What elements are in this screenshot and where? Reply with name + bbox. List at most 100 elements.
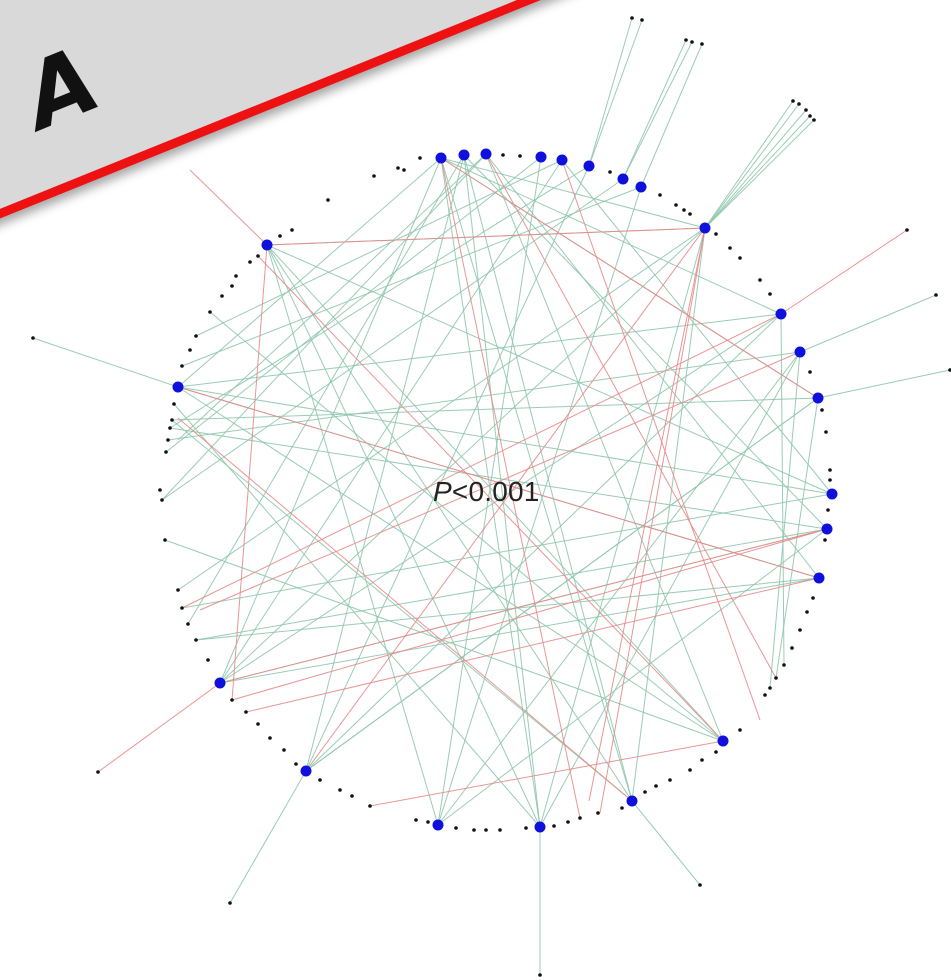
negative-edge: [440, 157, 581, 819]
positive-edge: [167, 351, 801, 441]
network-node: [654, 784, 658, 788]
positive-edge: [32, 337, 179, 388]
network-node: [538, 973, 542, 977]
hub-node: [556, 154, 568, 166]
network-node: [256, 722, 260, 726]
positive-edge: [195, 159, 563, 337]
positive-edge: [485, 153, 820, 579]
negative-edge: [305, 227, 706, 772]
negative-edge: [219, 528, 828, 684]
positive-edge: [177, 386, 833, 495]
positive-edge: [305, 154, 465, 772]
positive-edge: [177, 153, 487, 441]
positive-edge: [177, 386, 724, 742]
positive-edge: [305, 313, 782, 772]
network-node: [418, 156, 422, 160]
positive-edge: [195, 528, 828, 641]
network-node: [414, 818, 418, 822]
positive-edge: [177, 157, 442, 388]
hub-node: [172, 381, 184, 393]
positive-edge: [704, 100, 794, 229]
network-node: [194, 638, 198, 642]
network-node: [166, 438, 170, 442]
negative-edge: [561, 159, 761, 721]
negative-edge: [177, 417, 633, 802]
network-node: [220, 294, 224, 298]
negative-edge: [97, 682, 221, 773]
network-node: [186, 622, 190, 626]
network-node: [808, 114, 812, 118]
positive-edge: [171, 419, 633, 802]
hub-node: [214, 677, 226, 689]
positive-edge: [631, 800, 701, 886]
network-node: [608, 170, 612, 174]
positive-edge: [437, 186, 642, 826]
positive-edge: [640, 43, 703, 188]
positive-edge: [266, 244, 633, 802]
positive-edge: [622, 39, 687, 180]
network-node: [808, 370, 812, 374]
hub-node: [826, 488, 838, 500]
positive-edge: [780, 313, 785, 666]
network-node: [630, 16, 634, 20]
negative-edge: [245, 577, 820, 713]
network-node: [294, 762, 298, 766]
network-node: [372, 174, 376, 178]
positive-edge: [164, 539, 724, 742]
network-node: [282, 748, 286, 752]
positive-edge: [437, 528, 828, 826]
network-node: [948, 368, 951, 372]
positive-edge: [561, 159, 833, 495]
hub-node: [435, 152, 447, 164]
network-node: [402, 168, 406, 172]
positive-edge: [177, 313, 782, 388]
network-node: [290, 228, 294, 232]
hub-node: [432, 819, 444, 831]
positive-edge: [631, 227, 706, 802]
network-node: [668, 778, 672, 782]
network-node: [172, 402, 176, 406]
hub-node: [617, 173, 629, 185]
network-node: [194, 334, 198, 338]
positive-edge: [305, 165, 590, 772]
positive-edge: [266, 244, 833, 495]
negative-edge: [780, 229, 908, 315]
positive-edge: [485, 153, 724, 742]
hub-node: [821, 523, 833, 535]
network-node: [738, 728, 742, 732]
hub-node: [535, 151, 547, 163]
positive-edge: [195, 577, 820, 641]
network-node: [338, 788, 342, 792]
network-node: [396, 166, 400, 170]
network-node: [96, 770, 100, 774]
negative-edge: [199, 351, 801, 611]
network-node: [278, 234, 282, 238]
network-node: [688, 768, 692, 772]
network-node: [164, 450, 168, 454]
positive-edge: [440, 157, 541, 828]
network-node: [501, 153, 505, 157]
network-node: [820, 408, 824, 412]
edges-group: [32, 17, 951, 975]
network-node: [180, 606, 184, 610]
hub-node: [813, 572, 825, 584]
network-node: [640, 18, 644, 22]
network-node: [782, 663, 786, 667]
network-node: [798, 628, 802, 632]
hub-node: [261, 239, 273, 251]
network-node: [426, 820, 430, 824]
network-node: [828, 468, 832, 472]
positive-edge: [305, 397, 819, 772]
positive-edge: [266, 244, 439, 826]
positive-edge: [769, 351, 801, 689]
network-node: [484, 828, 488, 832]
negative-edge: [599, 227, 706, 814]
network-node: [368, 804, 372, 808]
positive-edge: [437, 156, 542, 826]
network-node: [498, 828, 502, 832]
network-node: [350, 794, 354, 798]
network-node: [228, 901, 232, 905]
positive-edge: [219, 227, 706, 684]
